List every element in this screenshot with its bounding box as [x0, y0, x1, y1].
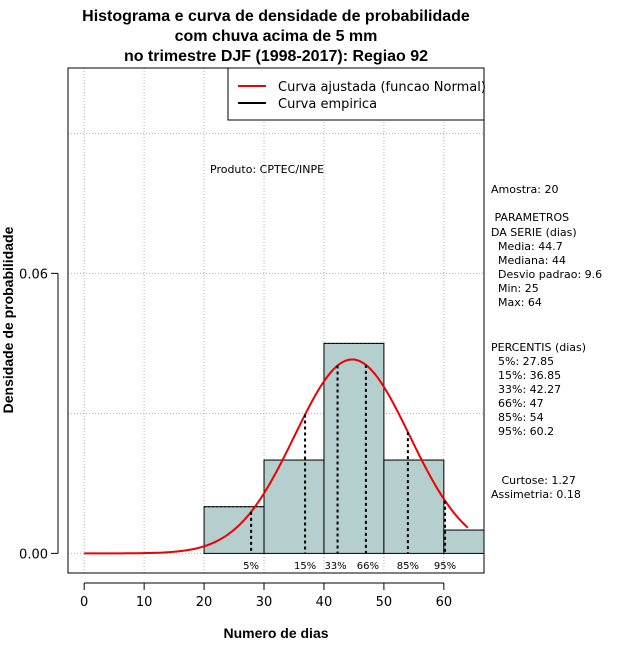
- legend-label-2: Curva empirica: [278, 97, 377, 112]
- histogram-bar-3: [323, 342, 385, 554]
- percentile-label-2: 15%: [294, 561, 316, 572]
- x-tick-label: 60: [436, 595, 453, 610]
- histogram-bar-2: [263, 459, 325, 554]
- x-tick-label: 40: [316, 595, 333, 610]
- percentile-label-4: 66%: [357, 561, 379, 572]
- fitted-curve: [84, 358, 469, 555]
- normal-fit-curve: [84, 358, 469, 555]
- stats-panel: Amostra: 20 PARAMETROS DA SERIE (dias) Me…: [491, 183, 602, 501]
- percentile-label-3: 33%: [324, 561, 346, 572]
- histogram-bar-4: [383, 459, 445, 554]
- param-value: Mediana: 44: [491, 254, 566, 267]
- percentile-label-6: 95%: [434, 561, 456, 572]
- histogram-bar-5: [443, 529, 485, 554]
- x-tick-label: 30: [256, 595, 273, 610]
- x-axis-title: Numero de dias: [223, 625, 328, 641]
- chart-title: Histograma e curva de densidade de proba…: [82, 8, 470, 65]
- title-line-1: Histograma e curva de densidade de proba…: [82, 8, 470, 25]
- param-value: Min: 25: [491, 282, 539, 295]
- skewness: Assimetria: 0.18: [491, 488, 581, 501]
- axes: 0 10 20 30 40 50 60 0.00 0.06 Numero de dias Densi…: [0, 226, 452, 641]
- percentiles-title: PERCENTIS (dias): [491, 341, 586, 354]
- percentile-value: 15%: 36.85: [491, 369, 561, 382]
- x-tick-label: 10: [136, 595, 153, 610]
- param-value: Media: 44.7: [491, 240, 563, 253]
- y-axis-title: Densidade de probabilidade: [0, 226, 16, 413]
- legend: Curva ajustada (funcao Normal) Curva empi…: [227, 67, 486, 121]
- product-annotation: Produto: CPTEC/INPE: [210, 163, 324, 176]
- histogram-bars: [203, 342, 485, 554]
- percentile-value: 66%: 47: [491, 397, 544, 410]
- param-value: Desvio padrao: 9.6: [491, 268, 602, 281]
- percentile-markers: 5% 15% 33% 66% 85% 95%: [243, 364, 456, 572]
- title-line-2: com chuva acima de 5 mm: [175, 28, 378, 45]
- params-subtitle: DA SERIE (dias): [491, 226, 577, 239]
- percentile-label-1: 5%: [243, 561, 259, 572]
- x-tick-label: 20: [196, 595, 213, 610]
- kurtosis: Curtose: 1.27: [491, 474, 576, 487]
- params-title: PARAMETROS: [491, 211, 569, 224]
- percentile-value: 85%: 54: [491, 411, 544, 424]
- percentile-value: 95%: 60.2: [491, 425, 554, 438]
- grid: [68, 68, 484, 573]
- sample-size: Amostra: 20: [491, 183, 558, 196]
- title-line-3: no trimestre DJF (1998-2017): Regiao 92: [124, 48, 428, 65]
- percentile-label-5: 85%: [397, 561, 419, 572]
- percentile-value: 5%: 27.85: [491, 355, 554, 368]
- x-tick-label: 50: [376, 595, 393, 610]
- percentile-value: 33%: 42.27: [491, 383, 561, 396]
- y-tick-label: 0.00: [19, 547, 48, 562]
- x-tick-label: 0: [80, 595, 88, 610]
- y-tick-label: 0.06: [19, 267, 48, 282]
- legend-box: [227, 67, 485, 121]
- param-value: Max: 64: [491, 296, 542, 309]
- legend-label-1: Curva ajustada (funcao Normal): [278, 80, 486, 95]
